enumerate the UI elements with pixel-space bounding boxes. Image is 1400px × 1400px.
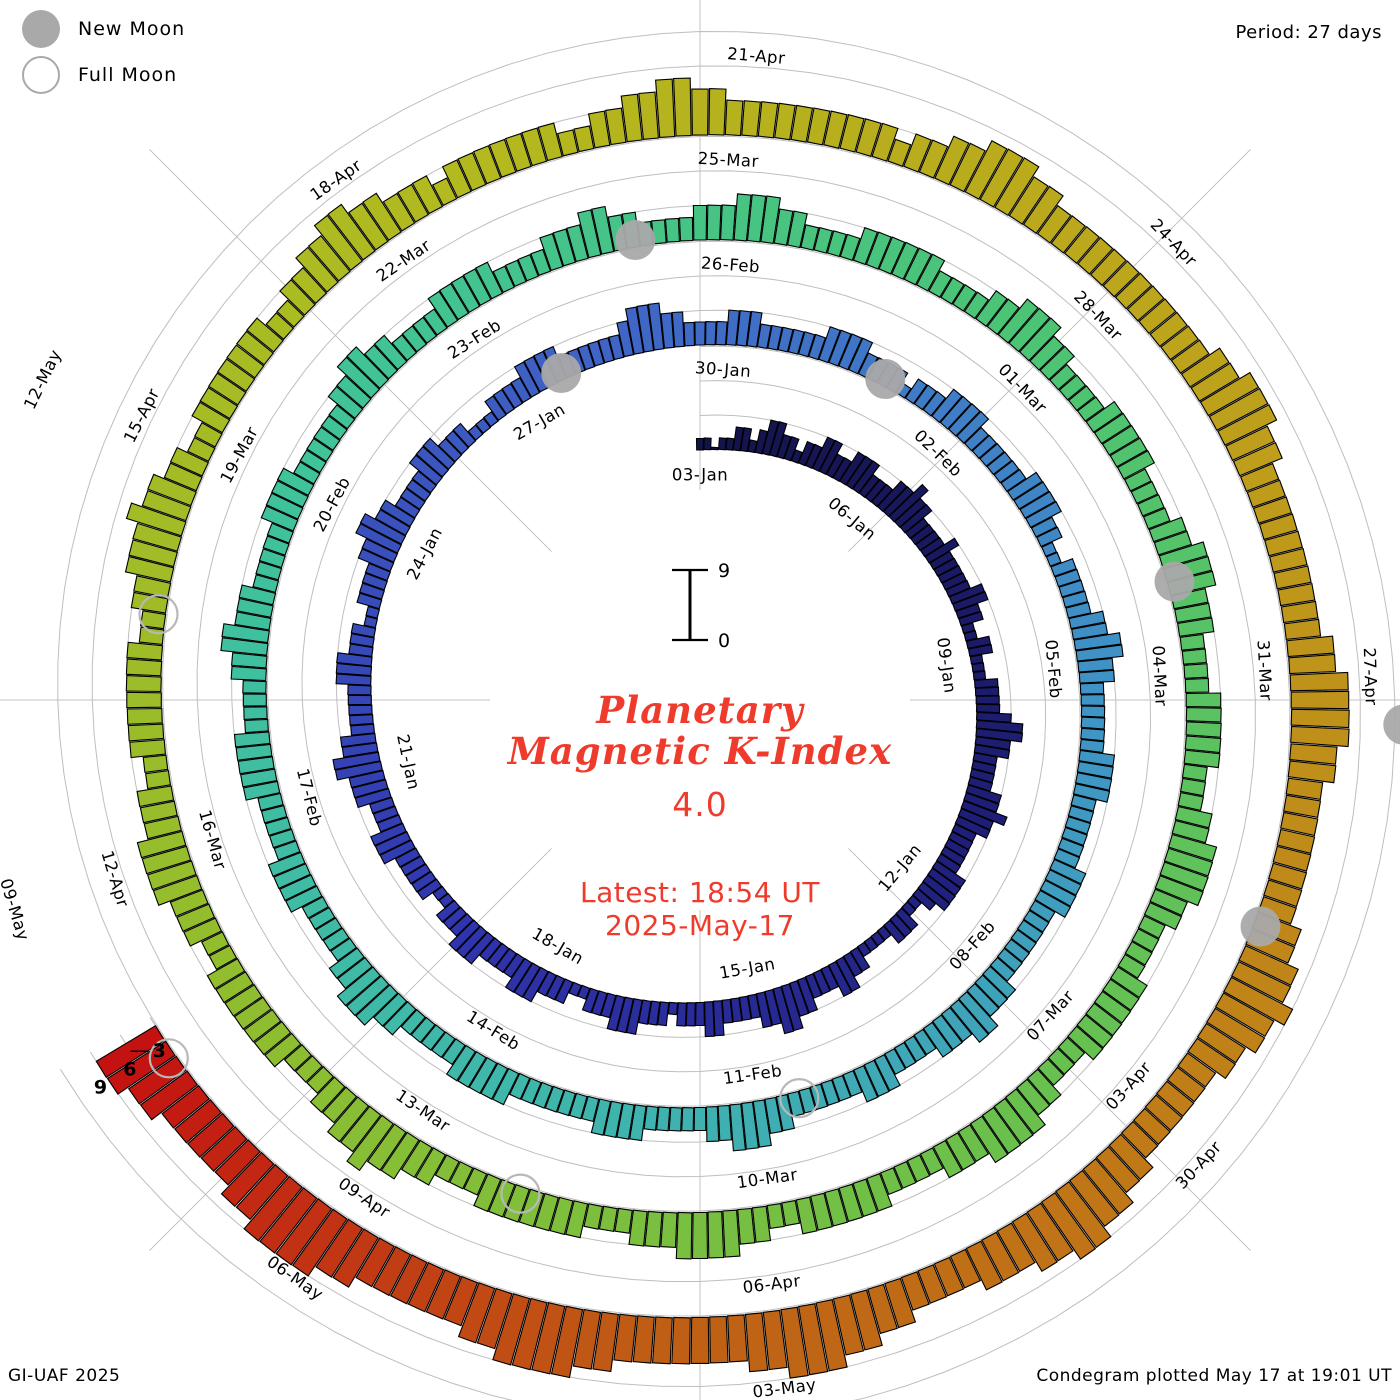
date-label: 11-Feb <box>722 1061 783 1088</box>
date-label: 15-Jan <box>718 954 777 982</box>
center-title-line2: Magnetic K-Index <box>507 729 893 774</box>
date-label: 19-Mar <box>216 423 261 486</box>
moon-markers <box>138 220 1400 1214</box>
full-moon-icon <box>22 56 60 94</box>
kp-bars <box>95 77 1350 1379</box>
center-scale-bar: 90 <box>672 560 730 652</box>
date-label: 27-Jan <box>510 400 568 445</box>
credit-left: GI-UAF 2025 <box>8 1366 121 1386</box>
date-label: 30-Apr <box>1172 1137 1226 1192</box>
radial-scale-label: 3 <box>153 1040 166 1062</box>
date-label: 30-Jan <box>694 358 752 381</box>
legend-label-full-moon: Full Moon <box>78 64 178 86</box>
legend-item-new-moon: New Moon <box>22 6 185 52</box>
moon-legend: New Moon Full Moon <box>22 6 185 98</box>
date-label: 24-Apr <box>1147 215 1201 270</box>
date-label: 09-Jan <box>933 636 960 694</box>
latest-reading: Latest: 18:54 UT 2025-May-17 <box>0 876 1400 942</box>
date-label: 24-Jan <box>403 524 446 583</box>
center-annotation: Planetary Magnetic K-Index 4.0 Latest: 1… <box>0 688 1400 942</box>
radial-scale: 963 <box>94 1040 166 1098</box>
date-label: 03-May <box>752 1375 818 1400</box>
date-label: 03-Jan <box>672 466 728 485</box>
latest-date: 2025-May-17 <box>605 908 795 942</box>
center-scale-bottom-label: 0 <box>718 630 730 652</box>
date-label: 04-Mar <box>1149 645 1171 707</box>
legend-item-full-moon: Full Moon <box>22 52 185 98</box>
radial-scale-label: 9 <box>94 1076 107 1098</box>
date-label: 12-May <box>20 346 65 412</box>
center-scale-top-label: 9 <box>718 560 730 582</box>
center-title-line1: Planetary <box>596 688 804 732</box>
current-k-index-value: 4.0 <box>672 784 728 824</box>
date-label: 10-Mar <box>736 1165 799 1192</box>
date-label: 26-Feb <box>700 253 760 276</box>
latest-time: Latest: 18:54 UT <box>579 875 821 909</box>
date-label: 21-Apr <box>727 44 787 68</box>
period-note: Period: 27 days <box>1235 22 1382 43</box>
credit-right: Condegram plotted May 17 at 19:01 UT <box>1036 1366 1392 1386</box>
legend-label-new-moon: New Moon <box>78 18 186 40</box>
date-label: 31-Mar <box>1254 639 1276 701</box>
center-title: Planetary Magnetic K-Index <box>0 688 1400 774</box>
date-label: 06-Apr <box>742 1271 802 1297</box>
radial-scale-label: 6 <box>123 1058 136 1080</box>
new-moon-icon <box>22 10 60 48</box>
date-label: 18-Apr <box>307 156 366 205</box>
date-label: 25-Mar <box>697 149 759 171</box>
date-label: 27-Apr <box>1360 647 1381 706</box>
